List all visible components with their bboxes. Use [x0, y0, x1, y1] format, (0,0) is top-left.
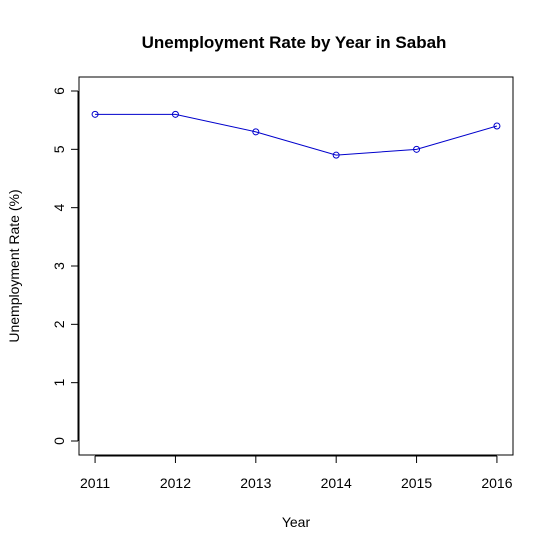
- x-axis-label: Year: [282, 514, 311, 530]
- x-axis: 2011 2012 2013 2014 2015 2016: [80, 455, 513, 491]
- x-tick-label: 2012: [160, 475, 191, 491]
- data-point: [413, 145, 421, 153]
- y-tick-label: 3: [51, 262, 67, 270]
- data-point: [171, 110, 179, 118]
- data-point: [493, 122, 501, 130]
- y-axis: 0 1 2 3 4 5 6: [51, 87, 79, 445]
- chart-title: Unemployment Rate by Year in Sabah: [142, 33, 447, 52]
- data-point: [252, 128, 260, 136]
- x-tick-label: 2015: [401, 475, 432, 491]
- y-tick-label: 5: [51, 145, 67, 153]
- x-tick-label: 2016: [481, 475, 512, 491]
- y-tick-label: 0: [51, 437, 67, 445]
- y-axis-label: Unemployment Rate (%): [6, 189, 22, 342]
- y-tick-label: 4: [51, 204, 67, 212]
- data-point: [91, 110, 99, 118]
- x-tick-label: 2013: [240, 475, 271, 491]
- data-point: [332, 151, 340, 159]
- x-tick-label: 2011: [80, 475, 110, 491]
- series-line: [95, 113, 498, 156]
- x-tick-label: 2014: [321, 475, 352, 491]
- plot-frame: [78, 76, 514, 456]
- series-layer: [91, 110, 501, 159]
- y-tick-label: 1: [51, 379, 67, 387]
- y-tick-label: 2: [51, 320, 67, 328]
- y-tick-label: 6: [51, 87, 67, 95]
